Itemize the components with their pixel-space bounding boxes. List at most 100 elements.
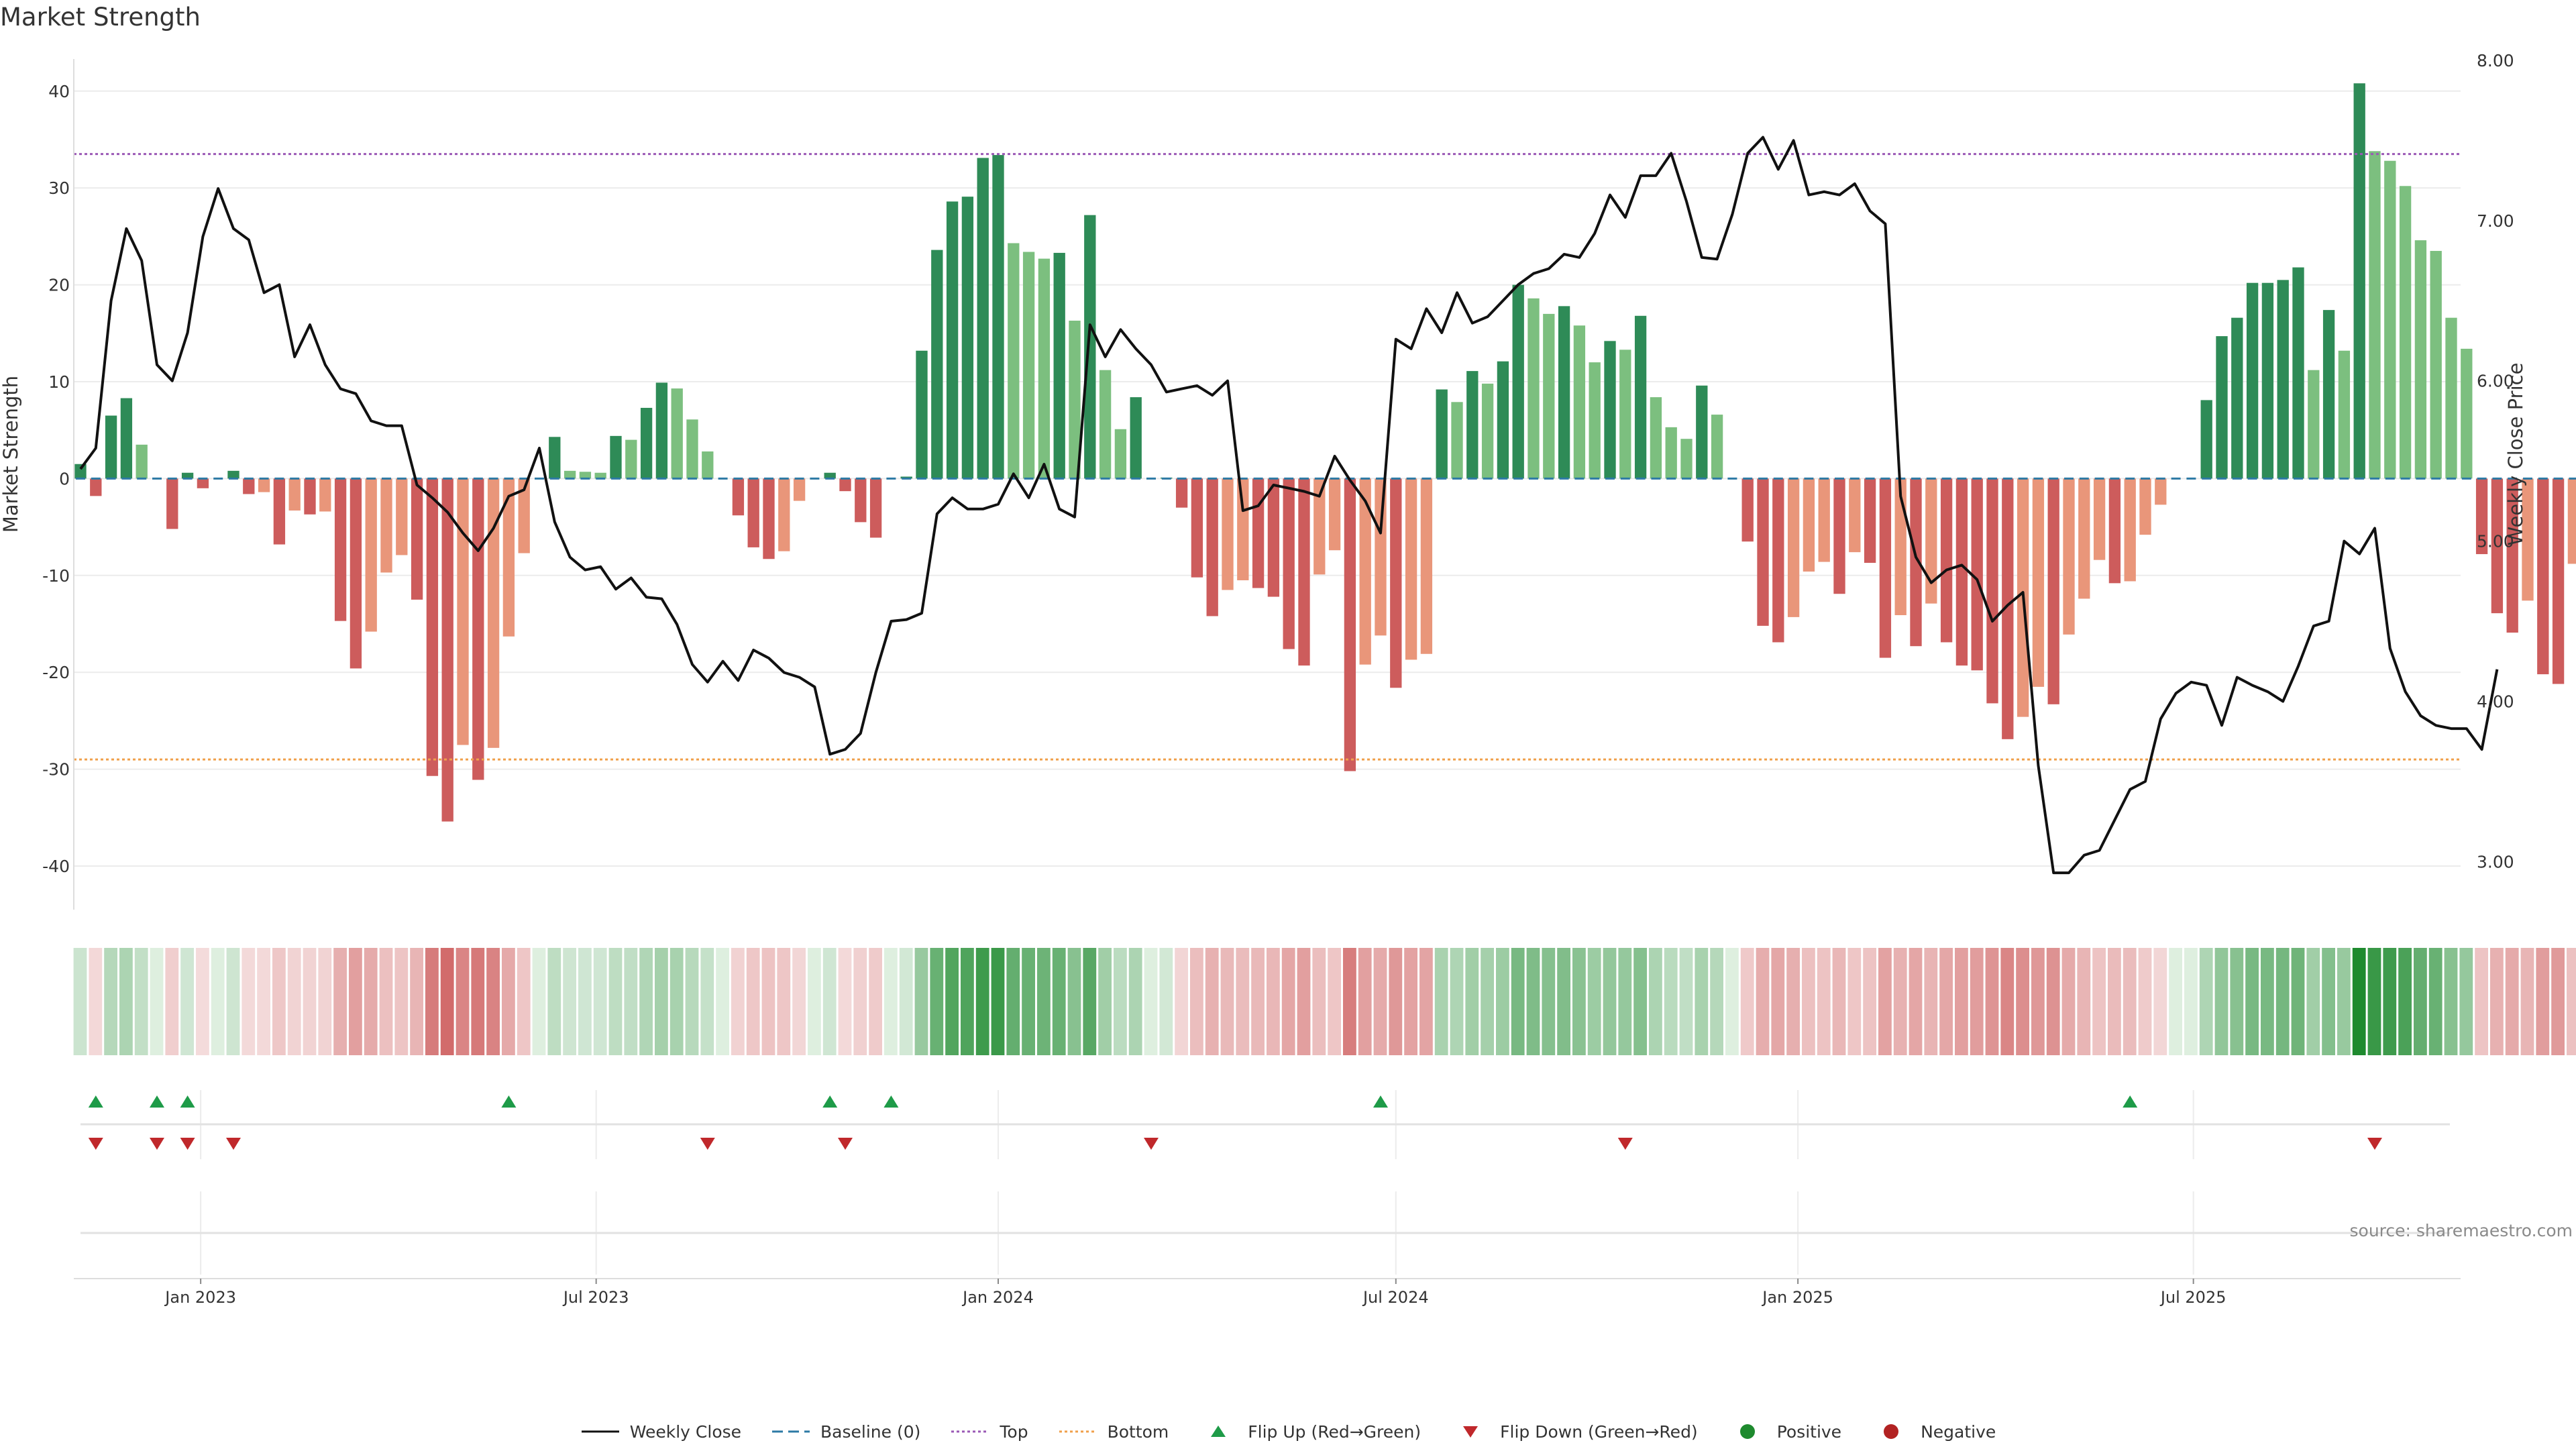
legend-label: Baseline (0): [820, 1421, 921, 1442]
strength-heat-cell: [2352, 948, 2366, 1055]
strength-heat-cell: [2031, 948, 2045, 1055]
strength-heat-cell: [899, 948, 913, 1055]
y2-axis-label: Weekly Close Price: [2504, 363, 2527, 546]
strength-heat-cell: [502, 948, 515, 1055]
strength-bar: [1604, 341, 1616, 479]
strength-heat-cell: [2016, 948, 2029, 1055]
strength-heat-cell: [1572, 948, 1586, 1055]
strength-bar: [136, 444, 148, 479]
strength-heat-cell: [1847, 948, 1862, 1055]
strength-heat-cell: [655, 948, 668, 1055]
strength-heat-cell: [1664, 948, 1678, 1055]
strength-bar: [181, 472, 194, 479]
strength-heat-cell: [1955, 948, 1968, 1055]
y-tick-label: 20: [48, 276, 70, 295]
strength-bar: [1237, 478, 1249, 581]
strength-heat-cell: [2046, 948, 2060, 1055]
strength-heat-cell: [808, 948, 821, 1055]
legend-label: Positive: [1776, 1421, 1842, 1442]
strength-bar: [2308, 370, 2320, 479]
dotted-line-icon: [951, 1430, 989, 1433]
strength-heat-cell: [2261, 948, 2274, 1055]
strength-heat-cell: [2092, 948, 2106, 1055]
strength-heat-cell: [180, 948, 194, 1055]
strength-heat-cell: [2153, 948, 2167, 1055]
strength-heat-cell: [257, 948, 270, 1055]
legend-item-positive: Positive: [1727, 1422, 1841, 1442]
strength-bar: [2231, 317, 2243, 479]
strength-heat-cell: [2428, 948, 2443, 1055]
flip-up-marker: [2123, 1095, 2138, 1108]
strength-heat-cell: [930, 948, 944, 1055]
strength-heat-cell: [1511, 948, 1525, 1055]
strength-heat-cell: [1159, 948, 1173, 1055]
strength-heat-cell: [196, 948, 209, 1055]
strength-heat-cell: [1006, 948, 1020, 1055]
strength-heat-cell: [2414, 948, 2427, 1055]
strength-bar: [1466, 371, 1479, 479]
strength-heat-cell: [1756, 948, 1770, 1055]
strength-bar: [2047, 478, 2059, 704]
strength-bar: [2322, 310, 2335, 479]
strength-bar: [1130, 397, 1142, 479]
legend-item-line: Weekly Close: [580, 1422, 741, 1442]
strength-bar: [686, 419, 698, 479]
strength-bar: [1436, 389, 1448, 479]
strength-bar: [2506, 478, 2518, 633]
y-tick-label: 10: [48, 372, 70, 392]
y2-tick-label: 6.00: [2477, 372, 2514, 391]
flip-up-marker: [501, 1095, 517, 1108]
strength-bar: [1375, 478, 1387, 636]
strength-bar: [1803, 478, 1815, 572]
strength-heat-cell: [2138, 948, 2152, 1055]
legend-item-flipup: Flip Up (Red→Green): [1198, 1422, 1421, 1442]
strength-bar: [916, 350, 928, 479]
strength-heat-cell: [1404, 948, 1417, 1055]
legend-item-baseline: Baseline (0): [771, 1422, 920, 1442]
strength-bar: [1527, 298, 1540, 479]
strength-bar: [1955, 478, 1968, 666]
strength-heat-cell: [1373, 948, 1387, 1055]
strength-heat-cell: [578, 948, 592, 1055]
strength-heat-cell: [2061, 948, 2076, 1055]
source-note: source: sharemaestro.com: [2349, 1221, 2573, 1240]
strength-bar: [2093, 478, 2106, 560]
strength-heat-cell: [1909, 948, 1923, 1055]
strength-bar: [1940, 478, 1953, 643]
strength-heat-cell: [1267, 948, 1280, 1055]
strength-bar: [1986, 478, 1998, 704]
strength-heat-cell: [241, 948, 256, 1055]
strength-heat-cell: [2459, 948, 2473, 1055]
strength-bar: [1680, 439, 1693, 479]
strength-bar: [1757, 478, 1769, 626]
strength-bar: [1849, 478, 1861, 553]
strength-heat-cell: [2077, 948, 2091, 1055]
flip-up-marker: [88, 1095, 103, 1108]
legend-label: Top: [1000, 1421, 1028, 1442]
flip-up-marker: [180, 1095, 195, 1108]
strength-bars: [74, 83, 2576, 822]
gridlines: [74, 90, 2461, 867]
strength-bar: [288, 478, 301, 511]
strength-heat-cell: [1740, 948, 1754, 1055]
strength-bar: [549, 437, 561, 479]
strength-heat-cell: [1695, 948, 1709, 1055]
strength-bar: [2522, 478, 2534, 601]
strength-bar: [579, 472, 592, 479]
strength-bar: [90, 478, 102, 496]
strength-bar: [1925, 478, 1937, 604]
strength-bar: [1222, 478, 1234, 590]
strength-bar: [1543, 313, 1555, 479]
chart-title: Market Strength: [0, 3, 201, 32]
strength-heat-cell: [1679, 948, 1693, 1055]
flip-down-marker: [700, 1138, 715, 1150]
triangle-down-icon: [1463, 1426, 1479, 1438]
strength-heat-cell: [1481, 948, 1494, 1055]
strength-heat-cell: [410, 948, 423, 1055]
strength-heat-cell: [1220, 948, 1234, 1055]
strength-bar: [747, 478, 759, 547]
flip-down-marker: [226, 1138, 241, 1150]
strength-bar: [1114, 429, 1127, 479]
strength-bar: [1313, 478, 1326, 575]
